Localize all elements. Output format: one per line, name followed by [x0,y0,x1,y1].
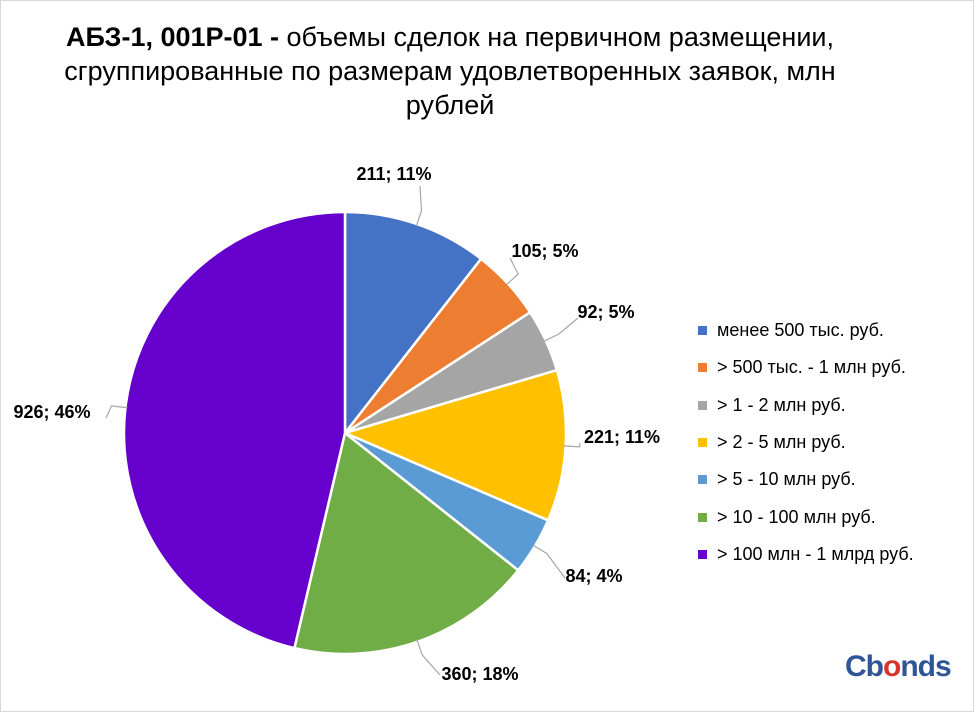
data-label: 221; 11% [584,427,660,447]
data-label: 84; 4% [565,566,622,586]
leader-line [543,317,579,342]
leader-line [563,442,581,448]
legend-item: > 500 тыс. - 1 млн руб. [698,349,914,386]
legend-item: > 10 - 100 млн руб. [698,498,914,535]
leader-line [505,257,519,286]
legend-swatch [698,475,707,485]
legend-item: > 1 - 2 млн руб. [698,387,914,424]
data-label: 211; 11% [356,164,431,184]
legend-swatch [698,363,707,373]
legend-item: менее 500 тыс. руб. [698,312,914,349]
leader-line [416,639,441,676]
leader-line [532,544,566,579]
legend-label: > 2 - 5 млн руб. [717,432,846,453]
data-label: 926; 46% [13,402,90,422]
legend-swatch [698,400,707,410]
chart-title-rest: объемы сделок на первичном размещении, с… [64,22,836,120]
chart-title-bold: АБЗ-1, 001P-01 - [65,22,280,52]
legend-swatch [698,549,707,559]
data-label: 92; 5% [577,302,634,322]
data-label: 105; 5% [511,241,578,261]
chart-title: АБЗ-1, 001P-01 - объемы сделок на первич… [60,20,840,122]
legend-label: > 100 млн - 1 млрд руб. [717,543,914,564]
legend-swatch [698,512,707,522]
legend-item: > 2 - 5 млн руб. [698,424,914,461]
legend-label: > 5 - 10 млн руб. [717,469,856,490]
legend-swatch [698,326,707,336]
legend-label: > 1 - 2 млн руб. [717,394,846,415]
leader-line [415,185,423,227]
leader-line [105,405,128,419]
chart-legend: менее 500 тыс. руб. > 500 тыс. - 1 млн ру… [698,312,914,573]
legend-swatch [698,438,707,448]
data-label: 360; 18% [441,664,518,684]
legend-label: менее 500 тыс. руб. [717,320,884,341]
legend-label: > 10 - 100 млн руб. [717,506,876,527]
cbonds-logo: Cbonds [845,650,952,683]
legend-item: > 100 млн - 1 млрд руб. [698,536,914,573]
legend-label: > 500 тыс. - 1 млн руб. [717,357,906,378]
legend-item: > 5 - 10 млн руб. [698,461,914,498]
